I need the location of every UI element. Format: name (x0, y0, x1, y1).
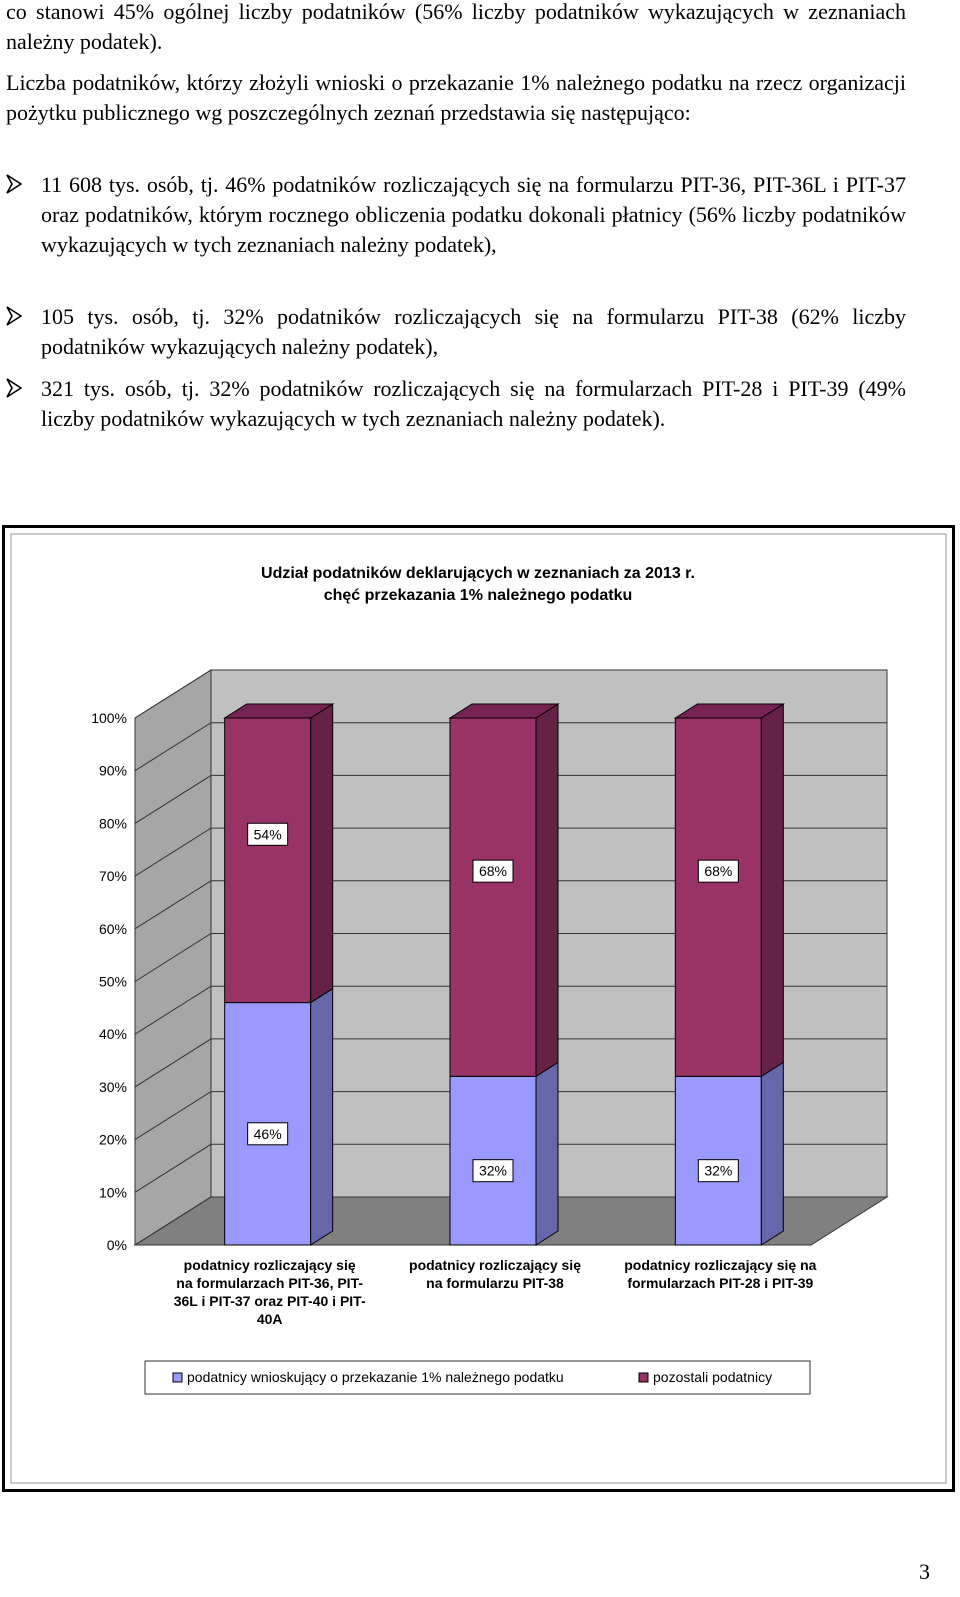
gridline (134, 1038, 887, 1088)
gridline (134, 1091, 887, 1141)
bar-segment (674, 717, 762, 1077)
y-tick-label: 40% (99, 1026, 127, 1042)
gridline (134, 880, 887, 930)
data-label: 32% (704, 1163, 732, 1179)
bar-segment (224, 1002, 312, 1246)
bullet-text: 105 tys. osób, tj. 32% podatników rozlic… (41, 304, 906, 359)
intro-fragment: co stanowi 45% ogólnej liczby podatników… (6, 0, 906, 54)
arrow-bullet-icon (6, 378, 22, 398)
data-label-box (697, 859, 739, 883)
legend-swatch (172, 1372, 183, 1383)
legend-label: podatnicy wnioskujący o przekazanie 1% n… (187, 1369, 564, 1385)
intro-paragraph: Liczba podatników, którzy złożyli wniosk… (6, 70, 906, 125)
x-category-label: na formularzu PIT-38 (426, 1275, 564, 1291)
legend-swatch (638, 1372, 649, 1383)
y-tick-label: 0% (107, 1237, 127, 1253)
y-tick-label: 100% (91, 710, 127, 726)
y-tick-label: 90% (99, 763, 127, 779)
data-label: 54% (254, 826, 282, 842)
y-tick-label: 50% (99, 974, 127, 990)
gridline (134, 669, 887, 719)
gridline (134, 827, 887, 877)
gridline (134, 985, 887, 1035)
gridline (134, 1143, 887, 1193)
arrow-bullet-icon (6, 174, 22, 194)
bar-segment (449, 717, 537, 1077)
gridline (134, 722, 887, 772)
bar-segment-side (760, 1061, 784, 1246)
page-number: 3 (919, 1559, 930, 1584)
x-category-label: 36L i PIT-37 oraz PIT-40 i PIT- (174, 1293, 366, 1309)
x-category-label: podatnicy rozliczający się (409, 1257, 581, 1273)
x-category-label: na formularzach PIT-36, PIT- (176, 1275, 363, 1291)
x-category-label: podatnicy rozliczający się (184, 1257, 356, 1273)
legend-label: pozostali podatnicy (653, 1369, 772, 1385)
data-label: 32% (479, 1163, 507, 1179)
bar-segment-top (673, 703, 786, 719)
bar-segment-top (222, 703, 335, 719)
bar-segment-side (535, 703, 559, 1078)
data-label: 68% (479, 863, 507, 879)
data-label-box (247, 1122, 289, 1146)
bar-segment-top (448, 703, 560, 719)
chart-legend (144, 1360, 811, 1395)
chart-title-line: Udział podatników deklarujących w zeznan… (261, 565, 695, 582)
x-category-label: 40A (257, 1311, 283, 1327)
y-tick-label: 20% (99, 1132, 127, 1148)
x-category-label: podatnicy rozliczający się na (624, 1257, 816, 1273)
y-tick-label: 10% (99, 1184, 127, 1200)
chart-frame: Udział podatników deklarujących w zeznan… (2, 525, 955, 1492)
data-label-box (472, 859, 514, 883)
bar-segment-side (760, 703, 784, 1078)
y-tick-label: 30% (99, 1079, 127, 1095)
y-tick-label: 60% (99, 921, 127, 937)
x-category-label: formularzach PIT-28 i PIT-39 (627, 1275, 813, 1291)
data-label-box (697, 1159, 739, 1183)
y-tick-label: 70% (99, 868, 127, 884)
bar-segment-side (310, 987, 334, 1246)
gridline (134, 1196, 887, 1246)
arrow-bullet-icon (6, 306, 22, 326)
bar-segment-side (310, 703, 334, 1004)
gridline (134, 933, 887, 982)
chart-title-line: chęć przekazania 1% należnego podatku (324, 587, 633, 604)
bullet-text: 11 608 tys. osób, tj. 46% podatników roz… (41, 172, 906, 257)
bar-segment (224, 717, 312, 1004)
data-label: 46% (254, 1126, 282, 1142)
bar-segment-side (535, 1061, 559, 1246)
stacked-bar-chart: Udział podatników deklarujących w zeznan… (10, 533, 947, 1484)
y-tick-label: 80% (99, 815, 127, 831)
bullet-text: 321 tys. osób, tj. 32% podatników rozlic… (41, 376, 906, 431)
data-label-box (247, 822, 289, 846)
data-label-box (472, 1159, 514, 1183)
gridline (134, 774, 887, 824)
data-label: 68% (704, 863, 732, 879)
